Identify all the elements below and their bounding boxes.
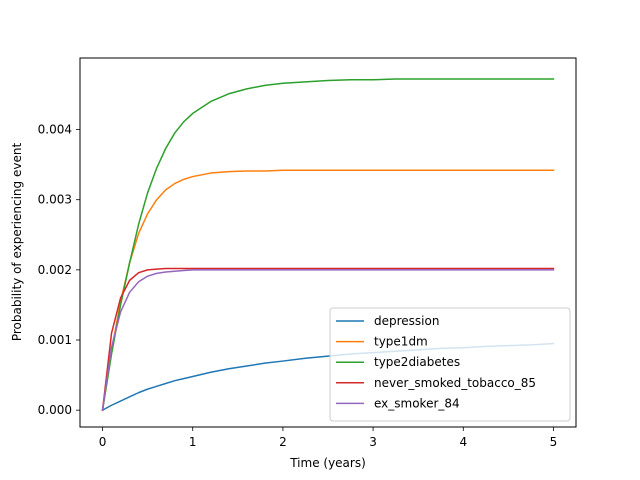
legend-label: type2diabetes xyxy=(374,355,460,369)
series-line-ex-smoker-84 xyxy=(101,269,555,412)
x-tick-label: 0 xyxy=(99,435,107,449)
y-tick-label: 0.000 xyxy=(38,403,72,417)
y-tick-label: 0.002 xyxy=(38,263,72,277)
legend-label: ex_smoker_84 xyxy=(374,396,460,410)
series-line-type1dm xyxy=(101,169,555,412)
y-tick-label: 0.004 xyxy=(38,123,72,137)
y-axis-ticks: 0.000 0.001 0.002 0.003 0.004 xyxy=(38,123,80,417)
x-tick-label: 4 xyxy=(459,435,467,449)
legend: depression type1dm type2diabetes never_smok… xyxy=(329,307,571,422)
legend-label: depression xyxy=(374,314,439,328)
x-axis-ticks: 0 1 2 3 4 5 xyxy=(99,427,558,449)
x-tick-label: 3 xyxy=(369,435,377,449)
series-line-type2diabetes xyxy=(101,78,555,412)
legend-box xyxy=(329,307,571,422)
plot-frame xyxy=(79,57,577,428)
y-axis-label: Probability of experiencing event xyxy=(10,143,24,342)
x-axis-label: Time (years) xyxy=(289,456,366,470)
x-tick-label: 5 xyxy=(550,435,558,449)
series-line-never-smoked-tobacco-85 xyxy=(101,267,555,411)
x-tick-label: 2 xyxy=(279,435,287,449)
legend-label: type1dm xyxy=(374,335,428,349)
x-tick-label: 1 xyxy=(189,435,197,449)
y-tick-label: 0.003 xyxy=(38,193,72,207)
y-tick-label: 0.001 xyxy=(38,333,72,347)
legend-label: never_smoked_tobacco_85 xyxy=(374,376,536,390)
